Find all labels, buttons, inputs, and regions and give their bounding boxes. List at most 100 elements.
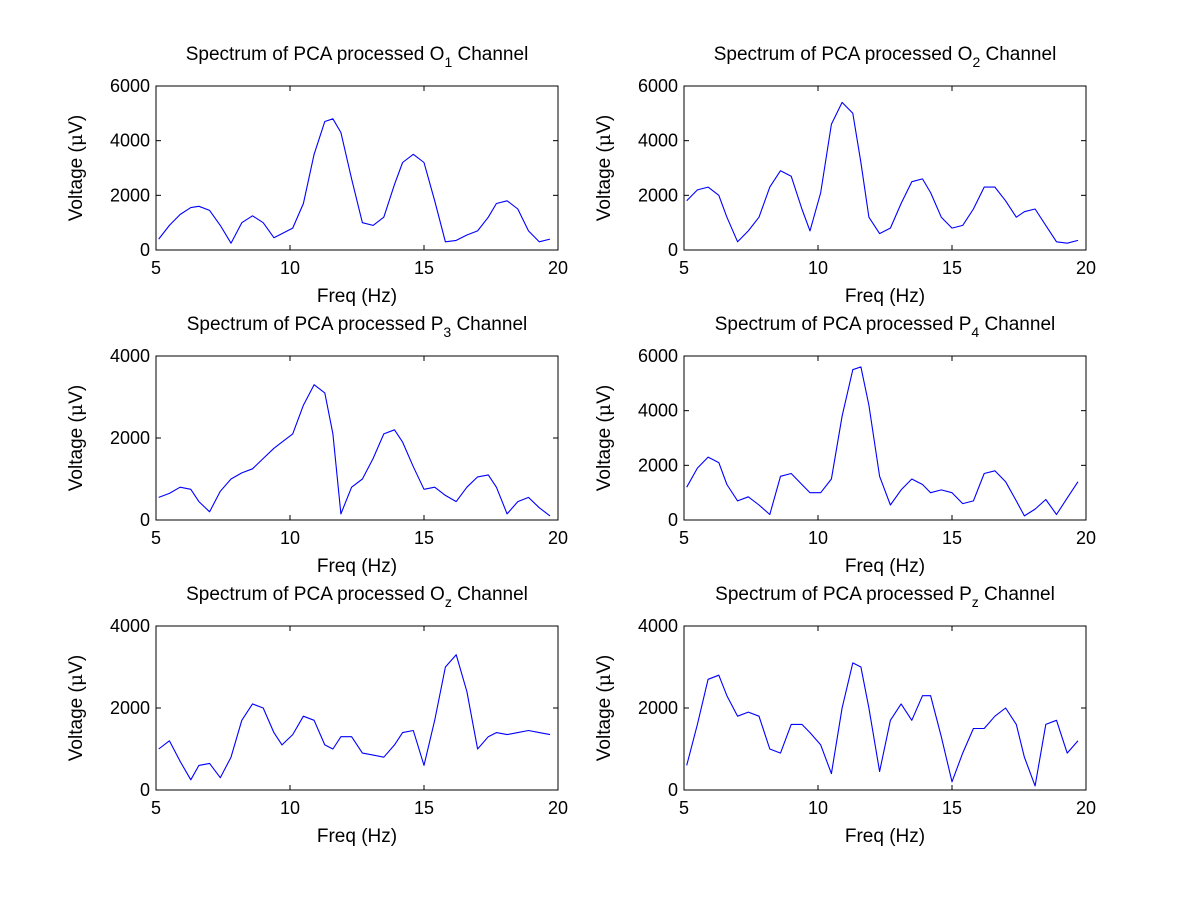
series-line-1	[158, 118, 551, 244]
x-axis-label: Freq (Hz)	[317, 826, 397, 847]
y-tick-label: 4000	[638, 131, 678, 151]
y-tick-label: 6000	[638, 346, 678, 366]
y-tick-label: 2000	[638, 185, 678, 205]
series-line-1	[158, 384, 551, 517]
x-tick-label: 10	[280, 528, 300, 548]
x-tick-label: 10	[280, 798, 300, 818]
y-tick-label: 4000	[110, 131, 150, 151]
chart-title: Spectrum of PCA processed P4 Channel	[715, 314, 1055, 340]
y-axis-label-suffix: V)	[594, 115, 615, 134]
x-tick-label: 10	[808, 528, 828, 548]
y-axis-label-mu: μ	[593, 134, 615, 146]
y-axis-label: Voltage (μV)	[593, 115, 615, 221]
chart-title-suffix: Channel	[452, 44, 528, 65]
y-tick-label: 0	[140, 510, 150, 530]
y-tick-label: 2000	[110, 185, 150, 205]
x-tick-label: 10	[280, 258, 300, 278]
chart-title-suffix: Channel	[979, 314, 1055, 335]
y-axis-label-suffix: V)	[66, 385, 87, 404]
y-axis-label: Voltage (μV)	[593, 385, 615, 491]
chart-title-subscript: 4	[971, 324, 979, 340]
x-tick-label: 20	[1076, 798, 1096, 818]
x-tick-label: 5	[151, 528, 161, 548]
y-axis-label-mu: μ	[593, 404, 615, 416]
y-tick-label: 0	[668, 240, 678, 260]
y-axis-label-mu: μ	[593, 674, 615, 686]
y-tick-label: 0	[668, 780, 678, 800]
chart-title: Spectrum of PCA processed Pz Channel	[715, 584, 1055, 610]
axes-frame	[683, 355, 1087, 521]
x-axis-label: Freq (Hz)	[845, 556, 925, 577]
y-tick-label: 6000	[110, 76, 150, 96]
y-axis-label-text: Voltage (	[66, 686, 87, 762]
y-tick-label: 2000	[110, 428, 150, 448]
y-axis-label-text: Voltage (	[594, 146, 615, 222]
x-tick-label: 5	[679, 528, 689, 548]
y-axis-label: Voltage (μV)	[65, 115, 87, 221]
x-tick-label: 5	[151, 798, 161, 818]
chart-title-text: Spectrum of PCA processed P	[187, 314, 444, 335]
x-tick-label: 15	[942, 798, 962, 818]
subplot-3: Spectrum of PCA processed P3 Channel 5 10 1…	[65, 314, 568, 577]
y-tick-label: 0	[140, 780, 150, 800]
y-axis-label: Voltage (μV)	[65, 385, 87, 491]
y-axis-label-text: Voltage (	[594, 416, 615, 492]
x-tick-label: 5	[151, 258, 161, 278]
y-axis-label-mu: μ	[65, 674, 87, 686]
series-line-1	[686, 101, 1079, 244]
x-tick-label: 20	[1076, 258, 1096, 278]
subplot-5: Spectrum of PCA processed Oz Channel 5 10 1…	[65, 584, 568, 847]
y-tick-label: 2000	[638, 455, 678, 475]
chart-title: Spectrum of PCA processed Oz Channel	[186, 584, 528, 610]
y-tick-label: 4000	[110, 346, 150, 366]
y-tick-label: 0	[140, 240, 150, 260]
series-line-1	[686, 366, 1079, 517]
y-axis-label-suffix: V)	[594, 655, 615, 674]
x-tick-label: 15	[942, 258, 962, 278]
y-axis-label-mu: μ	[65, 134, 87, 146]
x-tick-label: 20	[548, 258, 568, 278]
chart-title-text: Spectrum of PCA processed O	[186, 44, 445, 65]
y-tick-label: 4000	[638, 401, 678, 421]
x-tick-label: 10	[808, 798, 828, 818]
x-tick-label: 10	[808, 258, 828, 278]
y-axis-label-text: Voltage (	[66, 416, 87, 492]
chart-title-subscript: 2	[972, 54, 980, 70]
chart-title: Spectrum of PCA processed P3 Channel	[187, 314, 527, 340]
x-axis-label: Freq (Hz)	[317, 556, 397, 577]
y-axis-label-mu: μ	[65, 404, 87, 416]
y-axis-label-suffix: V)	[66, 115, 87, 134]
x-tick-label: 5	[679, 258, 689, 278]
chart-title: Spectrum of PCA processed O2 Channel	[714, 44, 1057, 70]
chart-title-text: Spectrum of PCA processed P	[715, 314, 972, 335]
x-tick-label: 15	[414, 258, 434, 278]
x-tick-label: 15	[942, 528, 962, 548]
chart-title-suffix: Channel	[452, 584, 528, 605]
y-axis-label-suffix: V)	[594, 385, 615, 404]
chart-title-suffix: Channel	[979, 584, 1055, 605]
x-tick-label: 5	[679, 798, 689, 818]
y-tick-label: 6000	[638, 76, 678, 96]
chart-title-subscript: z	[972, 594, 979, 610]
subplot-2: Spectrum of PCA processed O2 Channel 5 10 1…	[593, 44, 1096, 307]
x-axis-label: Freq (Hz)	[845, 826, 925, 847]
y-tick-label: 4000	[110, 616, 150, 636]
x-tick-label: 20	[548, 798, 568, 818]
chart-title-text: Spectrum of PCA processed O	[714, 44, 973, 65]
chart-title-suffix: Channel	[451, 314, 527, 335]
y-axis-label-suffix: V)	[66, 655, 87, 674]
x-axis-label: Freq (Hz)	[317, 286, 397, 307]
axes-frame	[155, 85, 559, 251]
x-axis-label: Freq (Hz)	[845, 286, 925, 307]
chart-title-subscript: z	[445, 594, 452, 610]
y-axis-label: Voltage (μV)	[65, 655, 87, 761]
x-tick-label: 20	[548, 528, 568, 548]
y-tick-label: 0	[668, 510, 678, 530]
y-tick-label: 2000	[638, 698, 678, 718]
chart-title-subscript: 1	[444, 54, 452, 70]
chart-title-suffix: Channel	[980, 44, 1056, 65]
x-tick-label: 15	[414, 798, 434, 818]
